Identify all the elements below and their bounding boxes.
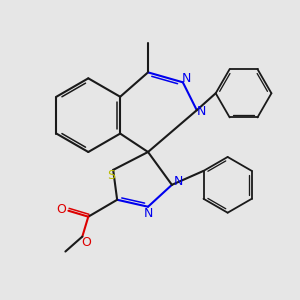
Text: N: N bbox=[143, 207, 153, 220]
Text: O: O bbox=[56, 203, 66, 216]
Text: O: O bbox=[81, 236, 91, 249]
Text: N: N bbox=[182, 72, 191, 85]
Text: S: S bbox=[107, 169, 115, 182]
Text: N: N bbox=[197, 105, 206, 118]
Text: N: N bbox=[174, 176, 184, 188]
